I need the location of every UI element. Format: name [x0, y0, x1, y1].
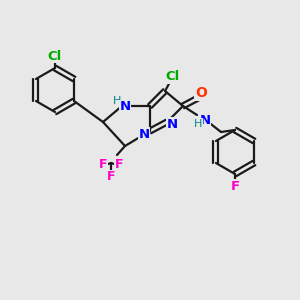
Text: N: N	[138, 128, 150, 140]
Text: O: O	[195, 86, 207, 100]
Text: Cl: Cl	[48, 50, 62, 62]
Text: F: F	[99, 158, 107, 172]
Text: H: H	[113, 96, 121, 106]
Text: Cl: Cl	[166, 70, 180, 83]
Text: N: N	[200, 113, 211, 127]
Text: N: N	[119, 100, 130, 113]
Text: F: F	[230, 179, 240, 193]
Text: F: F	[115, 158, 123, 172]
Text: H: H	[194, 119, 202, 129]
Text: N: N	[167, 118, 178, 130]
Text: F: F	[107, 170, 115, 184]
